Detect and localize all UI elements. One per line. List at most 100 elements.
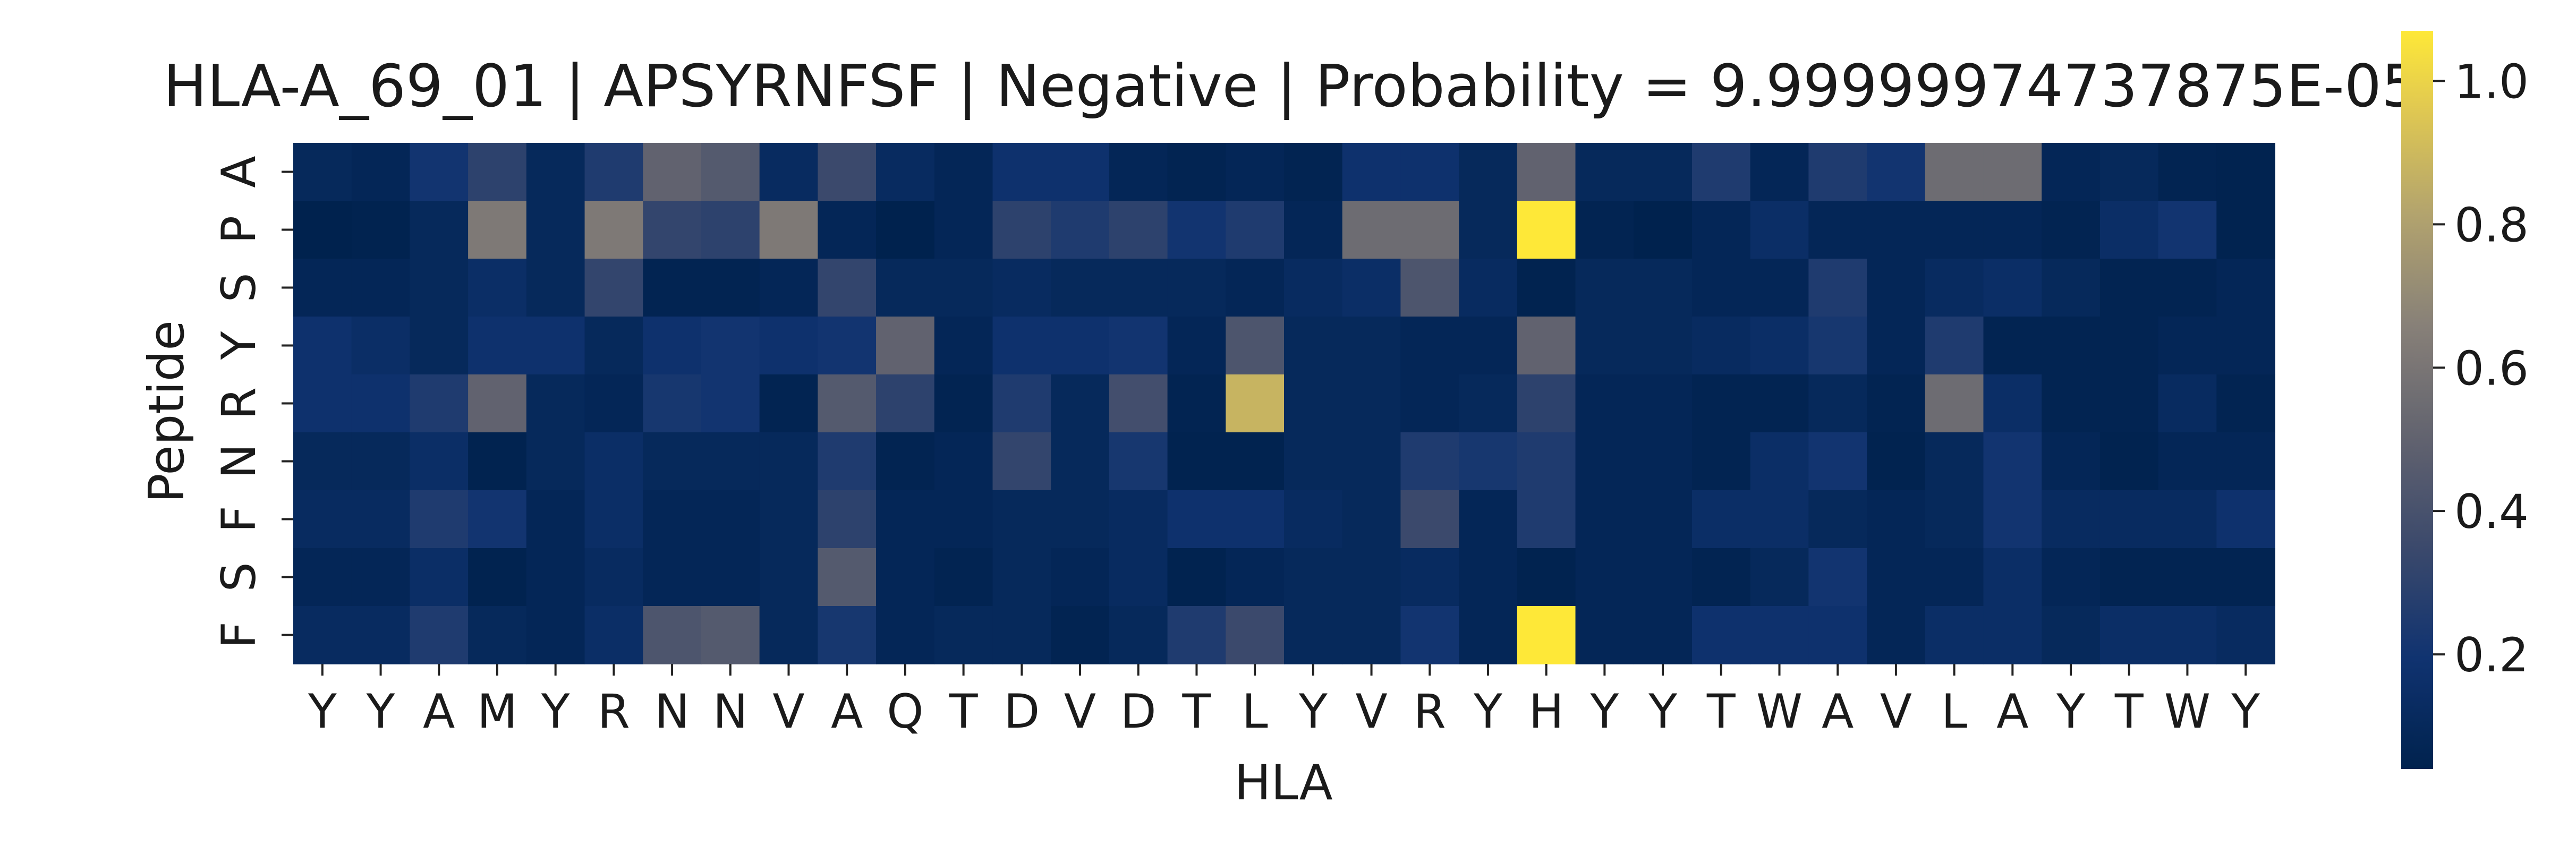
heatmap-cell [1459, 490, 1518, 549]
heatmap-cell [2158, 317, 2217, 375]
heatmap-cell [351, 490, 411, 549]
y-tick-labels: APSYRNFSF [211, 156, 293, 648]
heatmap-cell [1750, 548, 1809, 607]
heatmap-cell [1983, 490, 2042, 549]
heatmap-cell [992, 143, 1051, 201]
heatmap-cell [1575, 432, 1635, 491]
heatmap-cell [293, 432, 352, 491]
x-tick-label: V [1355, 684, 1387, 739]
heatmap-cell [410, 143, 469, 201]
x-axis-label: HLA [1234, 754, 1333, 811]
x-tick-label: T [1182, 684, 1212, 739]
heatmap-cell [1691, 143, 1751, 201]
y-tick-label: A [211, 156, 266, 187]
heatmap-cell [992, 374, 1051, 433]
heatmap-cell [2099, 490, 2159, 549]
heatmap-cell [1575, 201, 1635, 259]
heatmap-cell [526, 490, 585, 549]
heatmap-cell [1284, 606, 1343, 664]
heatmap-cell [1691, 490, 1751, 549]
heatmap-cell [1226, 606, 1285, 664]
heatmap-cell [1867, 548, 1926, 607]
y-tick-label: Y [211, 331, 266, 360]
heatmap-cell [1575, 606, 1635, 664]
heatmap-cell [1051, 374, 1110, 433]
heatmap-cell [1808, 374, 1867, 433]
y-tick-label: S [211, 273, 266, 303]
heatmap-cell [1634, 143, 1693, 201]
x-tick-label: Y [541, 684, 570, 739]
heatmap-cell [351, 201, 411, 259]
heatmap-cell [818, 490, 877, 549]
heatmap-cell [1750, 490, 1809, 549]
heatmap-cell [1750, 374, 1809, 433]
heatmap-cell [701, 606, 760, 664]
heatmap-cell [468, 201, 527, 259]
heatmap-cell [410, 490, 469, 549]
heatmap-cell [1925, 606, 1984, 664]
heatmap-cell [526, 259, 585, 317]
heatmap-cell [1983, 432, 2042, 491]
heatmap-cell [2216, 606, 2275, 664]
heatmap-cells [293, 143, 2275, 664]
heatmap-cell [1575, 490, 1635, 549]
heatmap-cell [526, 374, 585, 433]
heatmap-cell [1342, 143, 1401, 201]
heatmap-cell [2216, 201, 2275, 259]
heatmap-cell [2158, 201, 2217, 259]
x-tick-label: Q [887, 684, 923, 739]
heatmap-cell [1109, 606, 1168, 664]
heatmap-cell [1167, 606, 1227, 664]
heatmap-cell [1925, 374, 1984, 433]
heatmap-cell [526, 201, 585, 259]
heatmap-cell [1691, 374, 1751, 433]
heatmap-cell [1051, 259, 1110, 317]
heatmap-cell [1983, 259, 2042, 317]
heatmap-cell [1167, 432, 1227, 491]
heatmap-cell [1226, 490, 1285, 549]
heatmap-cell [1517, 201, 1576, 259]
heatmap-cell [1867, 143, 1926, 201]
heatmap-cell [1750, 201, 1809, 259]
x-tick-label: H [1529, 684, 1564, 739]
heatmap-cell [293, 548, 352, 607]
heatmap-cell [1691, 432, 1751, 491]
heatmap-cell [992, 548, 1051, 607]
heatmap-cell [2099, 548, 2159, 607]
heatmap-cell [934, 143, 993, 201]
heatmap-cell [1575, 143, 1635, 201]
heatmap-cell [1750, 259, 1809, 317]
heatmap-cell [584, 259, 644, 317]
heatmap-cell [1867, 490, 1926, 549]
heatmap-cell [2099, 432, 2159, 491]
heatmap-cell [759, 548, 819, 607]
heatmap-cell [1284, 548, 1343, 607]
heatmap-cell [1517, 374, 1576, 433]
heatmap-cell [1867, 259, 1926, 317]
heatmap-cell [2158, 374, 2217, 433]
heatmap-cell [1167, 259, 1227, 317]
heatmap-cell [701, 548, 760, 607]
heatmap-cell [934, 490, 993, 549]
heatmap-cell [1109, 317, 1168, 375]
heatmap-cell [2216, 432, 2275, 491]
heatmap-cell [1750, 143, 1809, 201]
heatmap-cell [1109, 374, 1168, 433]
heatmap-cell [818, 548, 877, 607]
heatmap-cell [584, 201, 644, 259]
heatmap-cell [818, 259, 877, 317]
heatmap-cell [410, 201, 469, 259]
colorbar [2401, 31, 2433, 769]
heatmap-cell [1691, 606, 1751, 664]
heatmap-cell [1459, 317, 1518, 375]
heatmap-cell [1983, 143, 2042, 201]
heatmap-cell [1342, 490, 1401, 549]
x-tick-label: V [1880, 684, 1912, 739]
heatmap-cell [1575, 548, 1635, 607]
heatmap-cell [1867, 606, 1926, 664]
heatmap-cell [2099, 201, 2159, 259]
heatmap-cell [992, 490, 1051, 549]
heatmap-cell [1634, 201, 1693, 259]
heatmap-cell [2216, 143, 2275, 201]
heatmap-cell [643, 317, 702, 375]
